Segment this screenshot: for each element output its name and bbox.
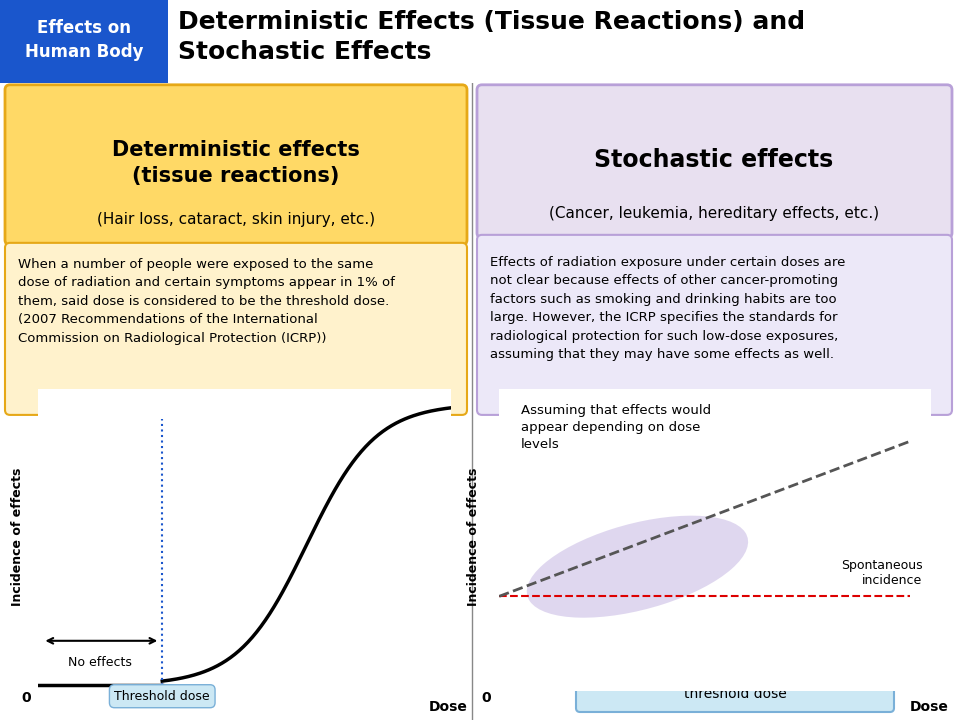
FancyBboxPatch shape (0, 0, 168, 83)
FancyBboxPatch shape (477, 235, 952, 415)
FancyBboxPatch shape (5, 85, 467, 245)
Text: Threshold dose: Threshold dose (114, 690, 210, 703)
Text: 0: 0 (21, 691, 31, 705)
Text: Deterministic Effects (Tissue Reactions) and
Stochastic Effects: Deterministic Effects (Tissue Reactions)… (178, 10, 804, 64)
Text: 0: 0 (481, 691, 492, 705)
Text: Assuming that effects would
appear depending on dose
levels: Assuming that effects would appear depen… (521, 404, 711, 451)
Text: (Hair loss, cataract, skin injury, etc.): (Hair loss, cataract, skin injury, etc.) (97, 212, 375, 228)
Text: When a number of people were exposed to the same
dose of radiation and certain s: When a number of people were exposed to … (18, 258, 395, 345)
Text: Dose: Dose (429, 700, 468, 714)
FancyBboxPatch shape (477, 85, 952, 238)
Text: Deterministic effects
(tissue reactions): Deterministic effects (tissue reactions) (112, 140, 360, 186)
Text: Effects on
Human Body: Effects on Human Body (25, 19, 143, 60)
FancyBboxPatch shape (576, 659, 894, 712)
Text: (Cancer, leukemia, hereditary effects, etc.): (Cancer, leukemia, hereditary effects, e… (549, 207, 879, 221)
Text: Spontaneous
incidence: Spontaneous incidence (841, 559, 923, 588)
Text: No effects: No effects (68, 656, 132, 669)
Ellipse shape (527, 516, 748, 618)
Text: Assuming that there is no
threshold dose: Assuming that there is no threshold dose (646, 669, 825, 701)
Text: Stochastic effects: Stochastic effects (594, 148, 833, 172)
Text: Dose: Dose (910, 700, 948, 714)
Text: Effects of radiation exposure under certain doses are
not clear because effects : Effects of radiation exposure under cert… (490, 256, 846, 361)
Text: Incidence of effects: Incidence of effects (467, 468, 480, 606)
FancyBboxPatch shape (5, 243, 467, 415)
Text: Incidence of effects: Incidence of effects (12, 468, 24, 606)
